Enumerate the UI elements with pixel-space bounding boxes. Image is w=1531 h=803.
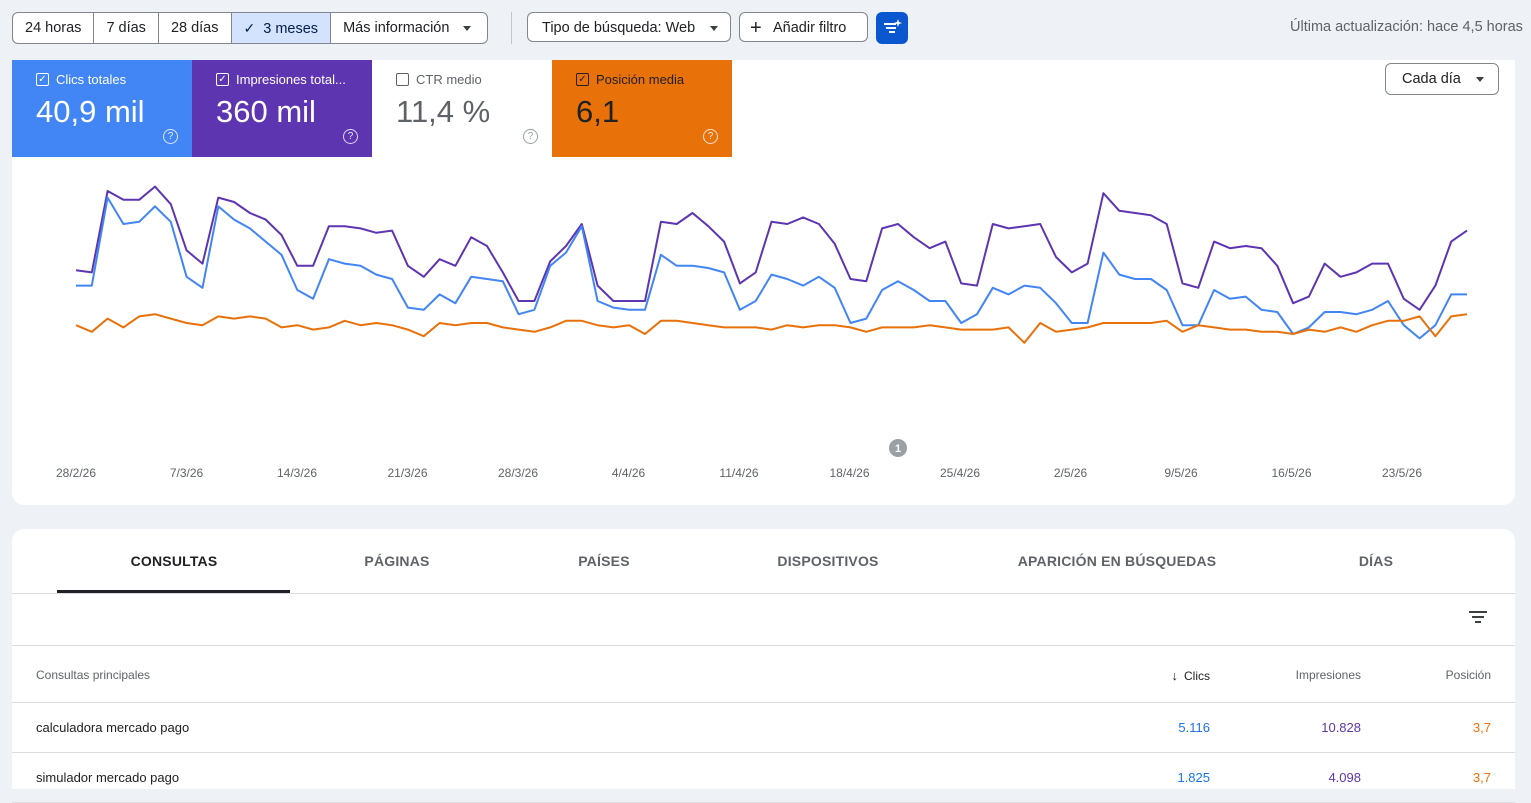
- help-icon[interactable]: ?: [523, 129, 538, 144]
- tab-search-appearance[interactable]: APARICIÓN EN BÚSQUEDAS: [1017, 553, 1217, 569]
- tab-days[interactable]: DÍAS: [1358, 553, 1394, 569]
- checkbox-checked-icon[interactable]: ✓: [576, 73, 589, 86]
- column-header-query[interactable]: Consultas principales: [36, 668, 151, 682]
- row-position: 3,7: [1472, 720, 1491, 735]
- x-tick-label: 28/3/26: [498, 466, 538, 480]
- table-row[interactable]: calculadora mercado pago 5.116 10.828 3,…: [12, 703, 1515, 753]
- tab-queries[interactable]: CONSULTAS: [130, 553, 218, 569]
- help-icon[interactable]: ?: [163, 129, 178, 144]
- x-tick-label: 16/5/26: [1271, 466, 1311, 480]
- granularity-label: Cada día: [1402, 71, 1461, 87]
- column-header-position[interactable]: Posición: [1445, 668, 1491, 682]
- series-line-clics: [76, 196, 1467, 340]
- metric-clicks-card[interactable]: ✓ Clics totales 40,9 mil ?: [12, 60, 192, 157]
- metric-impressions-card[interactable]: ✓ Impresiones total... 360 mil ?: [192, 60, 372, 157]
- caret-down-icon: [463, 26, 472, 31]
- metric-position-card[interactable]: ✓ Posición media 6,1 ?: [552, 60, 732, 157]
- toolbar-divider: [511, 12, 512, 44]
- row-impressions: 4.098: [1328, 770, 1361, 785]
- row-clicks: 1.825: [1177, 770, 1210, 785]
- tab-countries[interactable]: PAÍSES: [578, 553, 630, 569]
- results-card: CONSULTAS PÁGINAS PAÍSES DISPOSITIVOS AP…: [12, 529, 1515, 803]
- toolbar: 24 horas 7 días 28 días ✓ 3 meses Más inf…: [0, 0, 1531, 56]
- performance-line-chart: 28/2/26 7/3/26 14/3/26 21/3/26 28/3/26 4/4/26…: [56, 185, 1468, 480]
- metric-impressions-label: Impresiones total...: [236, 72, 346, 87]
- help-icon[interactable]: ?: [703, 129, 718, 144]
- filter-rows-icon[interactable]: [1468, 608, 1488, 626]
- row-query: calculadora mercado pago: [36, 720, 190, 735]
- tab-pages[interactable]: PÁGINAS: [364, 553, 430, 569]
- metric-ctr-value: 11,4 %: [396, 94, 491, 129]
- table-toolbar: [12, 594, 1515, 646]
- x-tick-label: 4/4/26: [612, 466, 646, 480]
- column-header-clicks[interactable]: ↓ Clics: [1172, 668, 1211, 683]
- row-position: 3,7: [1472, 770, 1491, 785]
- x-tick-label: 18/4/26: [829, 466, 869, 480]
- range-28d-button[interactable]: 28 días: [159, 13, 232, 43]
- range-3m-button[interactable]: ✓ 3 meses: [231, 13, 332, 43]
- ai-filter-button[interactable]: [876, 12, 908, 44]
- search-type-dropdown[interactable]: Tipo de búsqueda: Web: [527, 12, 731, 42]
- column-header-clicks-label: Clics: [1184, 669, 1210, 683]
- check-icon: ✓: [243, 20, 256, 36]
- metric-clicks-value: 40,9 mil: [36, 94, 145, 129]
- last-update-text: Última actualización: hace 4,5 horas: [1290, 19, 1523, 35]
- add-filter-label: Añadir filtro: [773, 20, 847, 36]
- help-icon[interactable]: ?: [343, 129, 358, 144]
- x-tick-label: 23/5/26: [1382, 466, 1422, 480]
- add-filter-button[interactable]: + Añadir filtro: [739, 12, 868, 42]
- metric-clicks-label: Clics totales: [56, 72, 127, 87]
- x-tick-label: 25/4/26: [940, 466, 980, 480]
- more-info-dropdown[interactable]: Más información: [331, 13, 487, 43]
- annotation-badge-circle: [889, 439, 907, 457]
- column-header-impressions[interactable]: Impresiones: [1295, 668, 1361, 682]
- metric-position-label: Posición media: [596, 72, 685, 87]
- performance-chart-card: 28/2/26 7/3/26 14/3/26 21/3/26 28/3/26 4/4/26…: [12, 60, 1515, 505]
- range-7d-button[interactable]: 7 días: [94, 13, 159, 43]
- x-tick-label: 2/5/26: [1054, 466, 1088, 480]
- x-tick-label: 11/4/26: [719, 466, 758, 480]
- x-tick-label: 21/3/26: [387, 466, 427, 480]
- sort-down-arrow-icon: ↓: [1171, 668, 1179, 683]
- dimension-tabs: CONSULTAS PÁGINAS PAÍSES DISPOSITIVOS AP…: [12, 529, 1515, 594]
- metric-ctr-card[interactable]: CTR medio 11,4 % ?: [372, 60, 552, 157]
- caret-down-icon: [710, 26, 718, 31]
- x-tick-label: 28/2/26: [56, 466, 96, 480]
- checkbox-unchecked-icon[interactable]: [396, 73, 409, 86]
- more-info-label: Más información: [343, 20, 450, 36]
- series-line-posición: [75, 313, 1468, 344]
- date-range-selector: 24 horas 7 días 28 días ✓ 3 meses Más inf…: [12, 12, 489, 44]
- search-type-label: Tipo de búsqueda: Web: [542, 20, 696, 36]
- table-header: Consultas principales ↓ Clics Impresiones…: [12, 646, 1515, 703]
- x-tick-label: 9/5/26: [1164, 466, 1198, 480]
- x-tick-label: 14/3/26: [277, 466, 317, 480]
- checkbox-checked-icon[interactable]: ✓: [216, 73, 229, 86]
- granularity-dropdown[interactable]: Cada día: [1385, 63, 1499, 95]
- checkbox-checked-icon[interactable]: ✓: [36, 73, 49, 86]
- range-24h-button[interactable]: 24 horas: [13, 13, 95, 43]
- annotation-badge-label: 1: [895, 443, 901, 455]
- metric-impressions-value: 360 mil: [216, 94, 316, 129]
- range-3m-label: 3 meses: [263, 21, 319, 37]
- plus-icon: +: [750, 17, 762, 39]
- metric-position-value: 6,1: [576, 94, 620, 129]
- caret-down-icon: [1476, 77, 1484, 82]
- row-clicks: 5.116: [1178, 720, 1210, 735]
- row-impressions: 10.828: [1321, 720, 1361, 735]
- series-line-impresiones: [75, 185, 1468, 311]
- tab-devices[interactable]: DISPOSITIVOS: [777, 553, 879, 569]
- table-row[interactable]: simulador mercado pago 1.825 4.098 3,7: [12, 753, 1515, 803]
- row-query: simulador mercado pago: [36, 770, 180, 785]
- active-tab-indicator: [57, 590, 290, 593]
- metric-ctr-label: CTR medio: [416, 72, 482, 87]
- sparkle-filter-icon: [884, 19, 902, 33]
- x-tick-label: 7/3/26: [170, 466, 204, 480]
- annotation-badge[interactable]: 1: [889, 439, 907, 457]
